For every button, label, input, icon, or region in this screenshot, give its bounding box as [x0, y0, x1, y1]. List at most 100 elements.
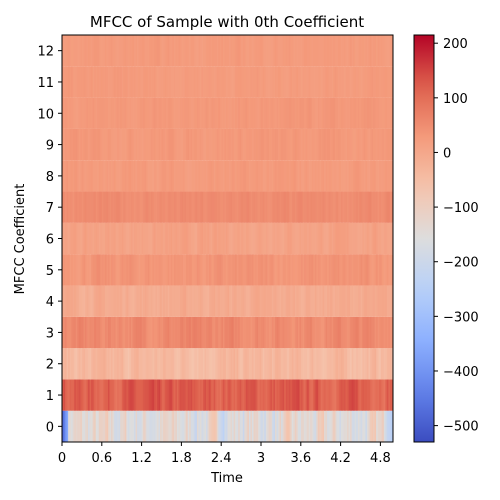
heatmap-cell [299, 316, 302, 349]
heatmap-cell [339, 379, 342, 411]
heatmap-cell [187, 97, 190, 129]
heatmap-cell [140, 66, 143, 98]
heatmap-cell [357, 128, 360, 161]
heatmap-cell [238, 160, 241, 192]
heatmap-cell [196, 128, 199, 161]
heatmap-cell [273, 285, 276, 317]
heatmap-cell [172, 316, 175, 349]
heatmap-cell [328, 35, 331, 67]
heatmap-cell [386, 316, 389, 349]
heatmap-cell [158, 66, 161, 98]
heatmap-cell [150, 66, 153, 98]
heatmap-cell [175, 97, 178, 129]
heatmap-cell [244, 66, 247, 98]
heatmap-cell [366, 285, 369, 317]
heatmap-cell [365, 410, 368, 442]
heatmap-cell [354, 128, 357, 161]
heatmap-cell [115, 160, 118, 192]
heatmap-cell [328, 97, 331, 129]
heatmap-cell [242, 222, 245, 255]
heatmap-cell [221, 35, 224, 67]
heatmap-cell [160, 285, 162, 317]
heatmap-cell [288, 254, 291, 286]
heatmap-cell [89, 35, 92, 67]
x-tick-label: 3 [257, 451, 265, 466]
heatmap-cell [225, 191, 228, 223]
heatmap-cell [317, 35, 320, 67]
heatmap-cell [94, 66, 97, 98]
heatmap-cell [252, 410, 254, 442]
heatmap-cell [92, 128, 95, 161]
heatmap-cell [209, 191, 212, 223]
heatmap-cell [141, 285, 144, 317]
heatmap-cell [176, 348, 179, 380]
heatmap-cell [247, 222, 250, 255]
heatmap-cell [347, 379, 349, 411]
heatmap-cell [356, 285, 359, 317]
heatmap-cell [195, 97, 198, 129]
heatmap-cell [132, 191, 135, 223]
heatmap-cell [184, 128, 187, 161]
heatmap-cell [140, 191, 143, 223]
heatmap-cell [198, 222, 201, 255]
heatmap-cell [189, 66, 192, 98]
heatmap-cell [97, 35, 100, 67]
heatmap-cell [327, 348, 330, 380]
heatmap-cell [232, 348, 235, 380]
heatmap-cell [242, 191, 245, 223]
heatmap-cell [216, 35, 219, 67]
heatmap-cell [264, 285, 267, 317]
heatmap-cell [170, 348, 173, 380]
heatmap-cell [324, 35, 326, 67]
heatmap-cell [377, 379, 380, 411]
heatmap-cell [112, 316, 115, 349]
heatmap-cell [118, 160, 121, 192]
heatmap-cell [134, 348, 136, 380]
heatmap-cell [351, 379, 354, 411]
heatmap-cell [368, 222, 371, 255]
heatmap-cell [391, 316, 394, 349]
heatmap-cell [117, 191, 120, 223]
heatmap-cell [143, 410, 146, 442]
heatmap-cell [112, 191, 115, 223]
heatmap-cell [97, 379, 100, 411]
heatmap-cell [72, 128, 75, 161]
heatmap-cell [202, 97, 205, 129]
heatmap-cell [282, 285, 285, 317]
heatmap-cell [109, 66, 112, 98]
heatmap-cell [213, 97, 216, 129]
heatmap-cell [198, 348, 201, 380]
heatmap-cell [337, 285, 340, 317]
heatmap-cell [100, 254, 103, 286]
heatmap-cell [65, 410, 67, 442]
heatmap-cell [313, 254, 316, 286]
heatmap-cell [380, 254, 383, 286]
heatmap-cell [63, 191, 66, 223]
heatmap-cell [258, 254, 261, 286]
heatmap-cell [334, 410, 337, 442]
heatmap-cell [322, 348, 325, 380]
heatmap-cell [121, 97, 124, 129]
heatmap-cell [163, 379, 166, 411]
heatmap-cell [78, 97, 81, 129]
heatmap-cell [112, 285, 115, 317]
heatmap-cell [242, 35, 245, 67]
heatmap-cell [143, 379, 146, 411]
heatmap-cell [62, 285, 64, 317]
heatmap-cell [183, 128, 185, 161]
y-tick-label: 11 [37, 76, 54, 91]
heatmap-cell [95, 66, 98, 98]
heatmap-cell [264, 97, 267, 129]
heatmap-cell [239, 35, 242, 67]
heatmap-cell [386, 128, 389, 161]
heatmap-cell [176, 316, 179, 349]
heatmap-cell [190, 160, 193, 192]
heatmap-cell [115, 128, 118, 161]
heatmap-cell [98, 97, 101, 129]
heatmap-cell [244, 379, 247, 411]
heatmap-cell [153, 128, 156, 161]
heatmap-cell [115, 379, 118, 411]
heatmap-cell [363, 285, 366, 317]
heatmap-cell [204, 316, 207, 349]
heatmap-cell [248, 128, 251, 161]
